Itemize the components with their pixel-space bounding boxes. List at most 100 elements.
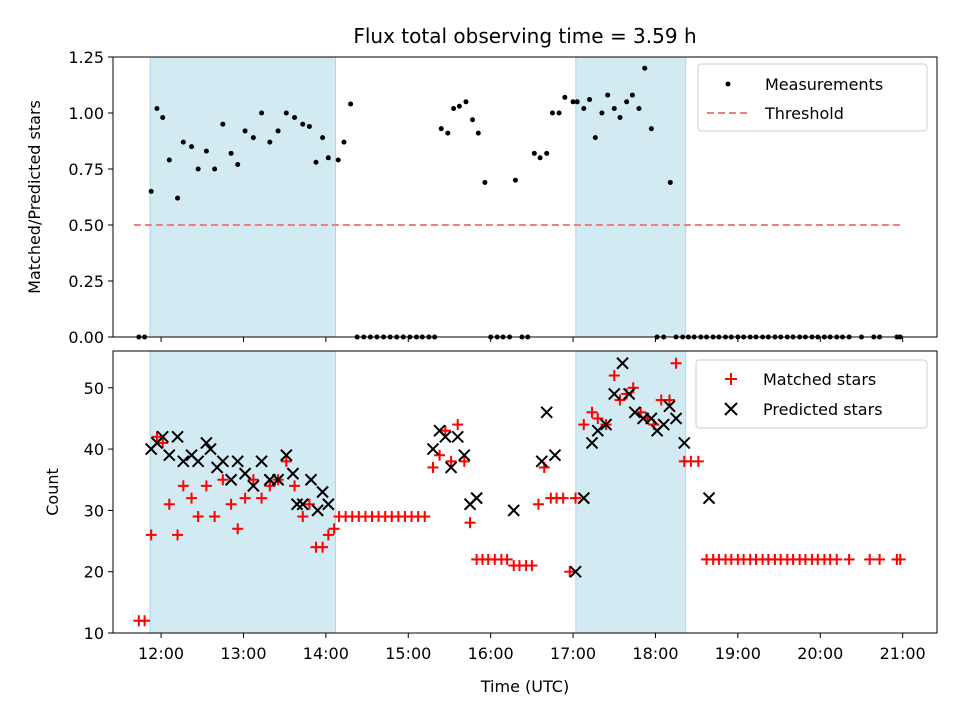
measurement-point [195, 166, 201, 172]
measurement-point [642, 65, 648, 71]
legend-matched-label: Matched stars [763, 370, 876, 389]
matched-star-point [864, 553, 876, 565]
predicted-star-d2 [548, 449, 562, 462]
measurement-point [242, 128, 248, 134]
predicted-star-d2 [591, 424, 604, 437]
matched-star-point [663, 394, 675, 406]
matched-star-point [564, 566, 576, 578]
measurement-point [537, 155, 543, 161]
measurement-point [212, 166, 218, 172]
measurement-point [148, 188, 154, 194]
predicted-star-d2 [200, 436, 213, 450]
predicted-star-d2 [585, 436, 599, 450]
x-tick-label: 17:00 [550, 644, 596, 663]
predicted-star-point [296, 498, 310, 511]
matched-star-point [239, 492, 251, 504]
predicted-star-point [540, 406, 553, 419]
predicted-star-d2 [231, 455, 244, 468]
legend-measurements-marker [725, 81, 731, 87]
x-tick-label: 12:00 [138, 644, 184, 663]
predicted-star-point [577, 491, 590, 505]
matched-star-point [557, 492, 569, 504]
predicted-star-point [177, 455, 190, 468]
matched-star-point [157, 437, 169, 449]
predicted-star-d2 [663, 399, 676, 413]
measurement-point [592, 135, 598, 141]
x-tick-label: 14:00 [303, 644, 349, 663]
measurement-point [220, 121, 226, 127]
predicted-star-d2 [271, 473, 285, 486]
legend-threshold-label: Threshold [764, 104, 844, 123]
measurement-point [313, 159, 319, 165]
measurement-point [470, 117, 476, 123]
predicted-star-point [663, 399, 676, 413]
predicted-star-d2 [255, 455, 268, 468]
predicted-star-point [569, 565, 582, 578]
matched-star-point [186, 492, 198, 504]
predicted-star-d2 [322, 498, 335, 511]
matched-star-point [217, 474, 229, 486]
top-y-axis-label: Matched/Predicted stars [25, 100, 44, 294]
predicted-star-point [426, 442, 440, 456]
predicted-star-point [645, 412, 658, 425]
predicted-star-d2 [702, 491, 716, 505]
measurement-point [189, 144, 195, 150]
measurement-point [250, 135, 256, 141]
predicted-star-point [507, 504, 520, 517]
predicted-star-d2 [426, 442, 440, 456]
top-y-tick-label: 0.00 [68, 328, 104, 347]
measurement-point [667, 179, 673, 185]
matched-star-point [592, 412, 604, 424]
predicted-star-d2 [535, 455, 548, 468]
predicted-star-point [678, 436, 691, 450]
bottom-y-axis-label: Count [43, 468, 62, 516]
measurement-point [335, 157, 341, 163]
predicted-star-point [316, 485, 329, 499]
predicted-star-point [669, 412, 683, 425]
matched-star-point [586, 406, 598, 418]
predicted-star-point [271, 473, 285, 486]
predicted-star-point [322, 498, 335, 511]
matched-star-point [608, 370, 620, 382]
bottom-plot-frame [112, 350, 938, 634]
measurement-point [451, 106, 457, 112]
predicted-star-d2 [657, 418, 670, 431]
x-tick-label: 21:00 [880, 644, 926, 663]
matched-star-point [145, 529, 157, 541]
matched-star-point [200, 480, 212, 492]
matched-star-point [225, 498, 237, 510]
top-y-tick-label: 1.25 [68, 48, 104, 67]
measurement-point [636, 106, 642, 112]
matched-star-point [831, 553, 843, 565]
matched-star-point [297, 511, 309, 523]
measurement-point [475, 130, 481, 136]
predicted-star-point [231, 455, 244, 468]
matched-star-point [578, 419, 590, 431]
predicted-star-point [451, 430, 464, 444]
measurement-point [512, 177, 518, 183]
top-y-tick-label: 1.00 [68, 104, 104, 123]
predicted-star-d2 [507, 504, 520, 517]
predicted-star-d2 [280, 449, 293, 462]
matched-star-point [317, 541, 329, 553]
measurement-point [259, 110, 265, 116]
predicted-star-point [304, 473, 318, 486]
measurement-point [482, 179, 488, 185]
measurement-point [629, 92, 635, 98]
measurement-point [574, 99, 580, 105]
measurement-point [267, 139, 273, 145]
measurement-point [531, 150, 537, 156]
measurement-point [300, 121, 306, 127]
bottom-y-tick-label: 50 [84, 379, 104, 398]
predicted-star-d2 [616, 357, 629, 370]
predicted-star-point [622, 387, 636, 401]
predicted-star-point [191, 455, 205, 468]
predicted-star-d2 [163, 449, 176, 462]
predicted-star-point [628, 406, 642, 419]
legend-measurements-label: Measurements [765, 75, 883, 94]
matched-star-point [322, 529, 334, 541]
top-legend-frame [697, 63, 928, 132]
matched-star-point [232, 523, 244, 535]
matched-star-point [280, 455, 292, 467]
